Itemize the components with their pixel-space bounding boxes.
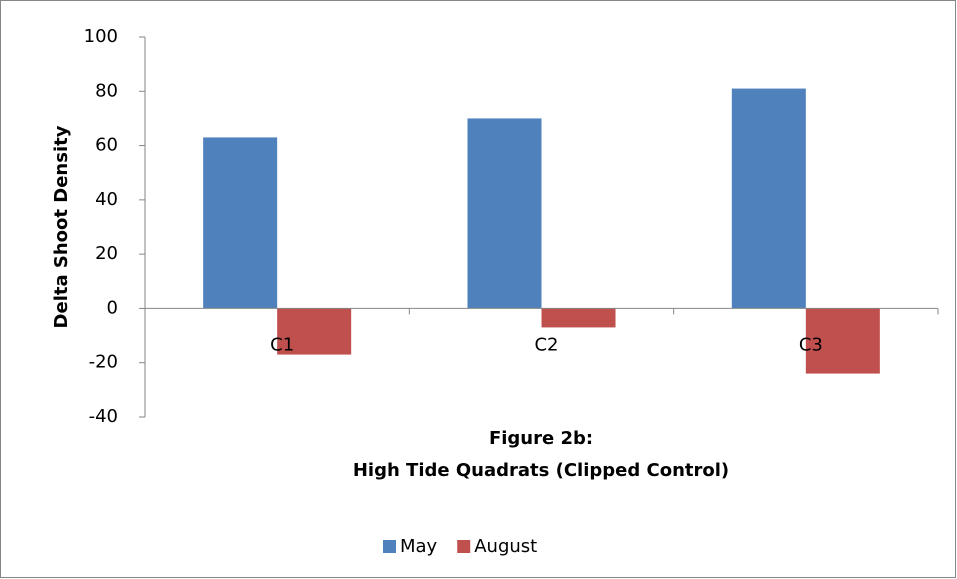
legend-label: May: [400, 536, 438, 557]
chart-title: High Tide Quadrats (Clipped Control): [353, 460, 729, 481]
y-tick-label: 60: [95, 135, 118, 156]
bar: [731, 88, 806, 309]
x-tick-label: C1: [270, 334, 294, 355]
y-tick-label: 0: [107, 297, 118, 318]
y-tick-label: -40: [89, 406, 118, 427]
x-tick-label: C3: [799, 334, 823, 355]
bar: [467, 118, 542, 309]
bar: [277, 308, 352, 355]
bar: [541, 308, 616, 328]
y-tick-label: 80: [95, 80, 118, 101]
x-tick-label: C2: [534, 334, 558, 355]
y-tick-label: 100: [84, 26, 118, 47]
y-tick-label: 20: [95, 243, 118, 264]
legend-swatch: [383, 540, 396, 553]
y-axis-title: Delta Shoot Density: [51, 125, 72, 328]
bar: [805, 308, 880, 374]
legend-label: August: [474, 536, 537, 557]
chart-title: Figure 2b:: [489, 428, 593, 449]
y-tick-label: -20: [89, 352, 118, 373]
legend-swatch: [457, 540, 471, 553]
bar: [203, 137, 278, 309]
y-tick-label: 40: [95, 189, 118, 210]
